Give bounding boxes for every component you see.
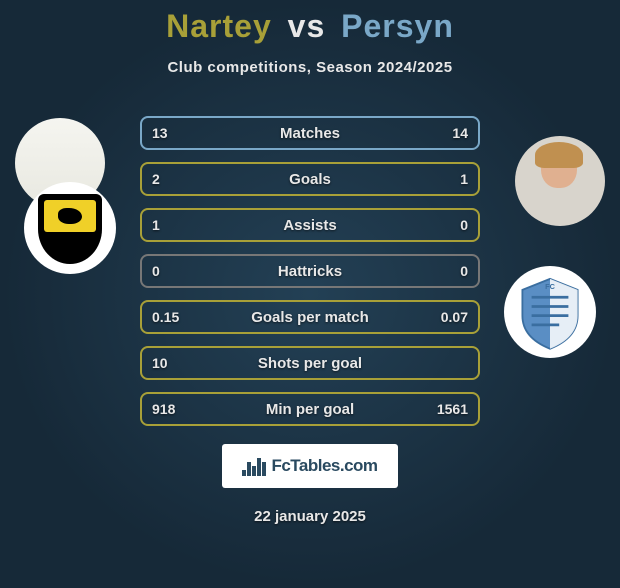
vs-separator: vs xyxy=(288,8,326,44)
stat-right-value: 0 xyxy=(460,217,468,233)
stat-label: Goals per match xyxy=(142,309,478,326)
season-subtitle: Club competitions, Season 2024/2025 xyxy=(0,59,620,76)
stat-row: 1Assists0 xyxy=(140,208,480,242)
player2-name: Persyn xyxy=(341,8,454,44)
bar-chart-icon xyxy=(242,456,266,476)
stat-row: 2Goals1 xyxy=(140,162,480,196)
stat-right-value: 1561 xyxy=(437,401,468,417)
comparison-title: Nartey vs Persyn xyxy=(0,8,620,45)
stats-comparison: 13Matches142Goals11Assists00Hattricks00.… xyxy=(0,116,620,426)
stat-row: 0Hattricks0 xyxy=(140,254,480,288)
stat-label: Hattricks xyxy=(142,263,478,280)
stat-right-value: 0 xyxy=(460,263,468,279)
stat-row: 918Min per goal1561 xyxy=(140,392,480,426)
stats-rows-container: 13Matches142Goals11Assists00Hattricks00.… xyxy=(140,116,480,426)
stat-label: Matches xyxy=(142,125,478,142)
brand-text: FcTables.com xyxy=(271,456,377,476)
stat-label: Assists xyxy=(142,217,478,234)
stat-label: Min per goal xyxy=(142,401,478,418)
stat-row: 13Matches14 xyxy=(140,116,480,150)
stat-right-value: 0.07 xyxy=(441,309,468,325)
stat-label: Shots per goal xyxy=(142,355,478,372)
stat-row: 10Shots per goal xyxy=(140,346,480,380)
stat-right-value: 14 xyxy=(452,125,468,141)
snapshot-date: 22 january 2025 xyxy=(0,508,620,525)
player1-name: Nartey xyxy=(166,8,272,44)
stat-label: Goals xyxy=(142,171,478,188)
fctables-logo[interactable]: FcTables.com xyxy=(222,444,398,488)
stat-right-value: 1 xyxy=(460,171,468,187)
stat-row: 0.15Goals per match0.07 xyxy=(140,300,480,334)
